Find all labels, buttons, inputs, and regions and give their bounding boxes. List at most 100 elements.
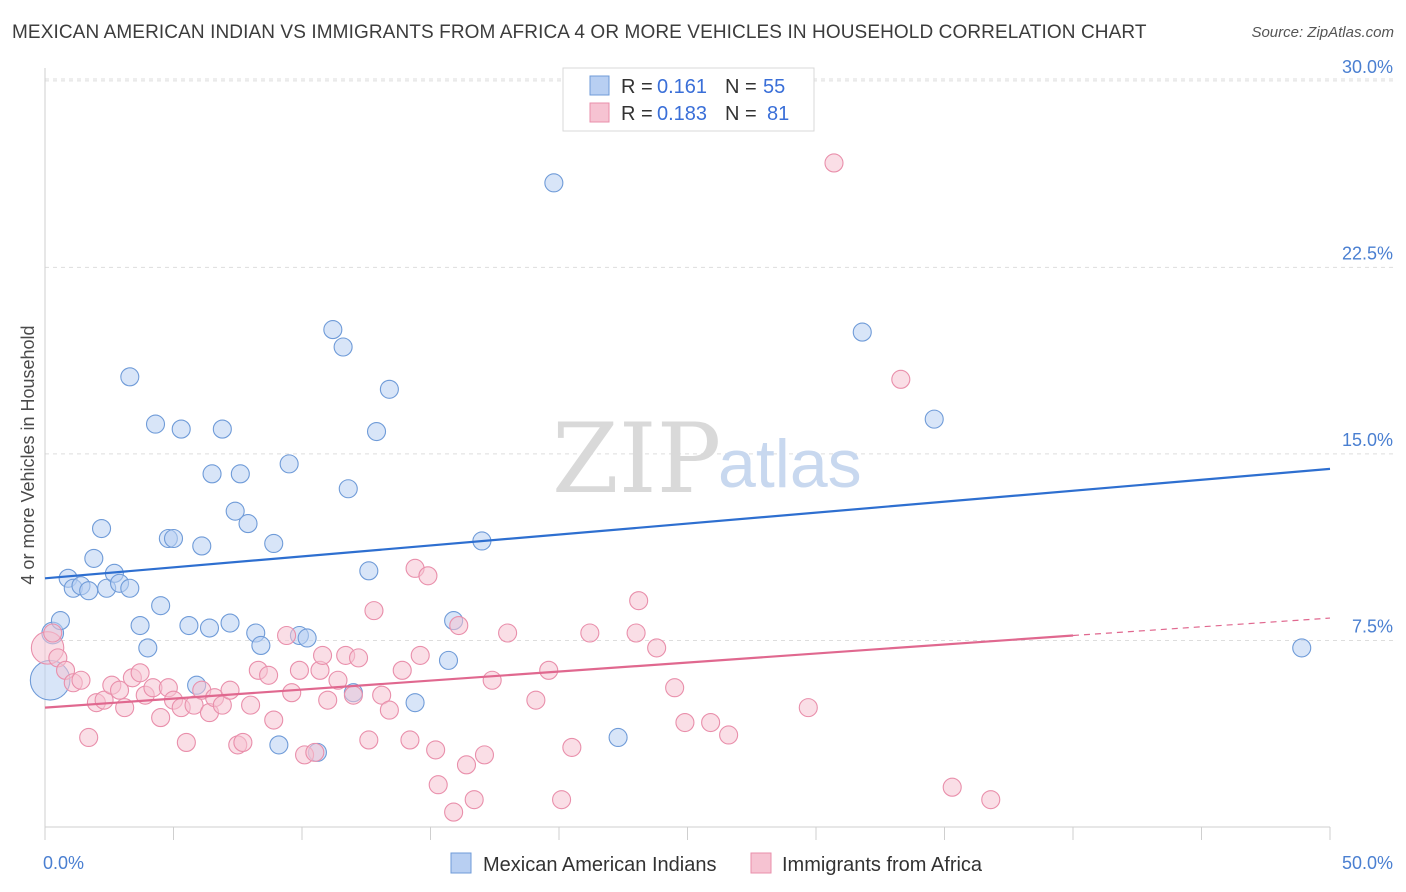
blue-data-point xyxy=(323,320,343,340)
blue-data-point xyxy=(1292,638,1312,658)
bottom-legend-label-pink: Immigrants from Africa xyxy=(782,854,983,876)
blue-data-point xyxy=(251,635,271,655)
y-tick-label: 7.5% xyxy=(1352,616,1393,636)
pink-data-point xyxy=(464,790,484,810)
legend-n-label-pink: N = xyxy=(725,103,757,125)
pink-data-point xyxy=(629,591,649,611)
blue-data-point xyxy=(230,464,250,484)
pink-data-point xyxy=(552,790,572,810)
blue-data-point xyxy=(220,613,240,633)
y-tick-label: 22.5% xyxy=(1342,243,1393,263)
pink-data-point xyxy=(444,802,464,822)
pink-data-point xyxy=(241,695,261,715)
blue-data-point xyxy=(138,638,158,658)
y-axis-label: 4 or more Vehicles in Household xyxy=(18,325,38,584)
pink-data-point xyxy=(675,712,695,733)
watermark-atlas: atlas xyxy=(718,426,862,502)
pink-data-point xyxy=(359,730,379,750)
blue-data-point xyxy=(199,618,220,638)
pink-data-point xyxy=(562,737,582,757)
pink-data-point xyxy=(348,648,369,668)
pink-data-point xyxy=(176,732,196,752)
blue-data-point xyxy=(84,548,104,568)
tick-labels: 7.5% 15.0% 22.5% 30.0% 0.0% 50.0% xyxy=(43,57,1393,873)
bottom-legend-swatch-blue xyxy=(450,852,472,874)
pink-trend-extension xyxy=(1072,617,1331,637)
pink-data-point xyxy=(539,660,559,680)
blue-data-point xyxy=(212,419,232,439)
blue-data-point xyxy=(608,727,628,748)
blue-data-point xyxy=(359,561,379,581)
pink-data-point xyxy=(259,665,279,685)
watermark-zip: ZIP xyxy=(552,403,721,515)
pink-data-point xyxy=(942,777,962,797)
data-points xyxy=(29,153,1312,822)
pink-data-point xyxy=(498,623,518,643)
bottom-legend: Mexican American Indians Immigrants from… xyxy=(450,852,983,876)
legend-r-value-blue: 0.161 xyxy=(657,76,707,98)
x-tick-label: 0.0% xyxy=(43,853,84,873)
x-tick-label: 50.0% xyxy=(1342,853,1393,873)
blue-data-point xyxy=(852,322,872,342)
pink-data-point xyxy=(364,601,384,621)
pink-data-point xyxy=(400,730,420,750)
pink-data-point xyxy=(701,712,721,733)
blue-data-point xyxy=(120,578,140,598)
blue-data-point xyxy=(924,409,944,429)
y-tick-label: 15.0% xyxy=(1342,430,1393,450)
pink-data-point xyxy=(647,638,667,658)
legend-n-value-pink: 81 xyxy=(767,103,789,125)
blue-data-point xyxy=(91,518,112,539)
blue-data-point xyxy=(225,501,245,521)
legend-r-value-pink: 0.183 xyxy=(657,103,707,125)
pink-data-point xyxy=(428,775,448,795)
pink-data-point xyxy=(220,680,240,700)
pink-data-point xyxy=(418,566,438,586)
blue-data-point xyxy=(151,596,171,616)
pink-data-point xyxy=(318,690,338,710)
pink-data-point xyxy=(277,625,297,646)
axes xyxy=(44,68,1331,840)
bottom-legend-swatch-pink xyxy=(750,852,772,874)
pink-data-point xyxy=(264,710,284,730)
pink-data-point xyxy=(719,725,739,745)
pink-data-point xyxy=(282,683,302,703)
blue-data-point xyxy=(179,615,199,636)
blue-data-point xyxy=(338,479,358,499)
legend: R = 0.161 N = 55 R = 0.183 N = 81 xyxy=(562,67,815,132)
blue-data-point xyxy=(120,367,140,387)
blue-data-point xyxy=(163,528,184,549)
blue-data-point xyxy=(297,628,317,648)
gridlines xyxy=(45,78,1395,641)
pink-data-point xyxy=(289,660,309,680)
blue-data-point xyxy=(145,414,166,434)
pink-data-point xyxy=(43,623,63,643)
pink-data-point xyxy=(151,708,171,728)
pink-data-point xyxy=(305,742,325,762)
pink-data-point xyxy=(328,670,348,690)
blue-data-point xyxy=(366,422,387,442)
legend-n-value-blue: 55 xyxy=(763,76,785,98)
blue-data-point xyxy=(405,693,425,713)
watermark: ZIP atlas xyxy=(552,403,862,515)
chart-title: MEXICAN AMERICAN INDIAN VS IMMIGRANTS FR… xyxy=(12,22,1147,43)
legend-r-label-blue: R = xyxy=(621,76,653,98)
pink-data-point xyxy=(79,727,99,748)
legend-swatch-pink xyxy=(589,102,610,123)
blue-data-point xyxy=(269,735,289,755)
pink-trend-line xyxy=(44,634,1074,709)
blue-data-point xyxy=(333,337,353,357)
pink-data-point xyxy=(526,690,546,710)
pink-data-point xyxy=(71,670,91,690)
pink-data-point xyxy=(824,153,844,173)
blue-data-point xyxy=(79,581,99,601)
blue-data-point xyxy=(438,650,459,670)
blue-data-point xyxy=(379,379,399,399)
pink-data-point xyxy=(449,615,469,636)
pink-data-point xyxy=(372,685,392,705)
pink-data-point xyxy=(410,645,430,665)
pink-data-point xyxy=(313,645,333,665)
pink-data-point xyxy=(665,678,685,698)
bottom-legend-label-blue: Mexican American Indians xyxy=(483,854,716,876)
